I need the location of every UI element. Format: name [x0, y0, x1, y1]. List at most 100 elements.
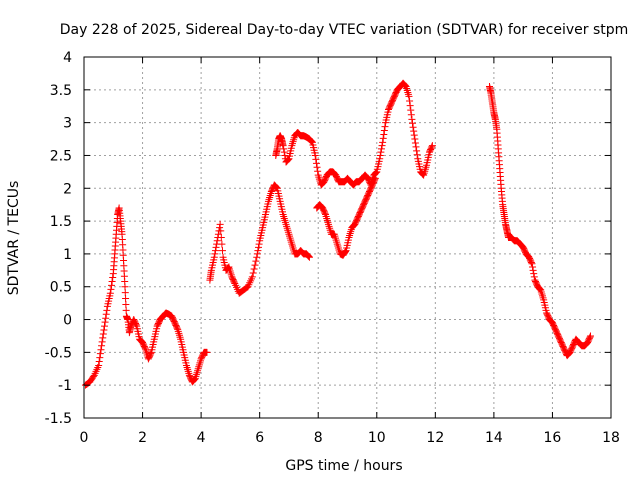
data-point [103, 306, 111, 314]
data-point [224, 264, 232, 272]
data-point [252, 257, 260, 265]
data-point [428, 142, 436, 150]
data-point [308, 138, 316, 146]
data-point [380, 127, 388, 135]
data-point [530, 273, 538, 281]
y-tick-label: 1.5 [50, 214, 72, 230]
data-point [529, 263, 537, 271]
data-point [419, 170, 427, 178]
x-tick-label: 16 [544, 430, 562, 446]
data-point [96, 354, 104, 362]
data-point [377, 148, 385, 156]
data-point [377, 145, 385, 153]
data-point [102, 310, 110, 318]
plot-frame [83, 56, 612, 419]
data-point [230, 278, 238, 286]
data-point [248, 273, 256, 281]
data-point [216, 224, 224, 232]
data-point [379, 138, 387, 146]
y-tick-label: 2 [63, 181, 72, 197]
x-tick-label: 18 [602, 430, 620, 446]
data-point [253, 250, 261, 258]
y-tick-label: 0.5 [50, 280, 72, 296]
data-point [211, 247, 219, 255]
data-point [409, 123, 417, 131]
data-point [371, 174, 379, 182]
data-point [108, 277, 116, 285]
data-point [249, 269, 257, 277]
data-point [284, 155, 292, 163]
data-point [341, 248, 349, 256]
data-point [312, 159, 320, 167]
data-point [314, 167, 322, 175]
data-point [311, 151, 319, 159]
data-point [586, 333, 594, 341]
x-tick-label: 14 [485, 430, 503, 446]
data-point [376, 151, 384, 159]
axis-ticks: 0 2 4 6 8 10 12 14 16 18 -1.5 -1 -0.5 0 0.5 1 1.5 2 2.5 3 3.… [45, 50, 620, 446]
data-point [273, 184, 281, 192]
data-point [255, 240, 263, 248]
data-point [380, 130, 388, 138]
data-point [280, 145, 288, 153]
data-point [527, 258, 535, 266]
data-point [141, 344, 149, 352]
data-point [321, 209, 329, 217]
data-point [217, 234, 225, 241]
data-point [212, 243, 220, 251]
data-point [313, 163, 321, 171]
y-tick-label: 1 [63, 247, 72, 263]
data-point [218, 240, 226, 248]
data-point [410, 131, 418, 139]
data-point [107, 285, 115, 293]
data-point [254, 247, 262, 255]
data-point [307, 137, 315, 145]
data-point [203, 348, 211, 356]
data-point [428, 143, 436, 151]
data-point [528, 260, 536, 268]
data-point [411, 135, 419, 143]
x-tick-label: 8 [314, 430, 323, 446]
data-point [211, 250, 219, 258]
data-point [408, 119, 416, 127]
data-point [147, 350, 155, 358]
data-point [529, 266, 537, 274]
data-point [371, 176, 379, 184]
data-point [96, 350, 104, 358]
data-points [81, 79, 595, 389]
data-point [99, 330, 107, 338]
data-point [173, 324, 181, 332]
data-point [210, 253, 218, 261]
data-point [305, 253, 313, 261]
data-point [410, 127, 418, 135]
data-point [372, 169, 380, 177]
data-point [217, 227, 225, 235]
y-tick-label: -1 [58, 378, 72, 394]
data-point [250, 265, 258, 273]
data-point [281, 151, 289, 159]
data-point [95, 358, 103, 366]
x-tick-label: 12 [426, 430, 444, 446]
y-tick-label: -1.5 [45, 411, 72, 427]
data-point [587, 332, 595, 340]
data-point [401, 81, 409, 89]
data-point [254, 243, 262, 251]
data-point [106, 289, 114, 297]
data-point [251, 261, 259, 269]
data-point [122, 300, 130, 308]
x-tick-label: 4 [197, 430, 206, 446]
data-point [378, 142, 386, 150]
data-point [312, 155, 320, 163]
data-point [408, 115, 416, 123]
data-point [413, 147, 421, 155]
data-point [109, 274, 117, 282]
data-point [190, 376, 198, 384]
data-point [305, 253, 313, 261]
data-point [122, 306, 130, 314]
data-point [218, 247, 226, 255]
data-point [406, 102, 414, 110]
data-point [89, 373, 97, 381]
data-point [102, 314, 110, 322]
data-point [108, 281, 116, 289]
